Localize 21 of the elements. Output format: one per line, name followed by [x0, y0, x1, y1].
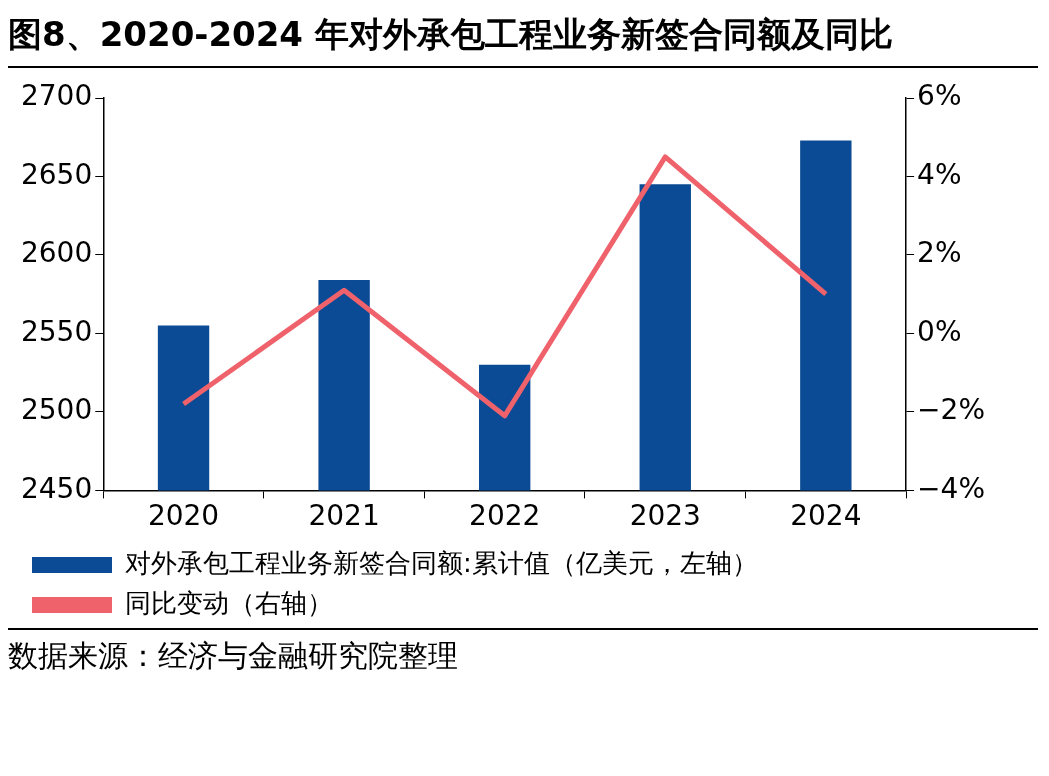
y2-tick-label: −4%	[917, 471, 986, 505]
x-tick-label: 2024	[790, 499, 862, 533]
y-tick-label: 2600	[20, 236, 93, 270]
x-tick-label: 2023	[629, 499, 701, 533]
y2-tick-label: 2%	[917, 236, 962, 270]
legend-label: 同比变动（右轴）	[125, 587, 333, 618]
x-tick-label: 2021	[308, 499, 380, 533]
x-tick-label: 2022	[469, 499, 541, 533]
x-tick-label: 2020	[147, 499, 220, 533]
y-tick-label: 2550	[20, 314, 93, 348]
y-tick-label: 2700	[20, 79, 93, 113]
legend-label: 对外承包工程业务新签合同额:累计值（亿美元，左轴）	[125, 547, 758, 578]
y-tick-label: 2650	[20, 157, 93, 191]
chart-title: 图8、2020-2024 年对外承包工程业务新签合同额及同比	[8, 8, 1038, 68]
y-tick-label: 2500	[20, 393, 93, 427]
source-note: 数据来源：经济与金融研究院整理	[8, 637, 459, 675]
y2-tick-label: 4%	[917, 157, 962, 191]
y2-tick-label: 0%	[917, 314, 962, 348]
y-tick-label: 2450	[20, 471, 93, 505]
y2-tick-label: −2%	[917, 393, 986, 427]
y2-tick-label: 6%	[917, 79, 962, 113]
